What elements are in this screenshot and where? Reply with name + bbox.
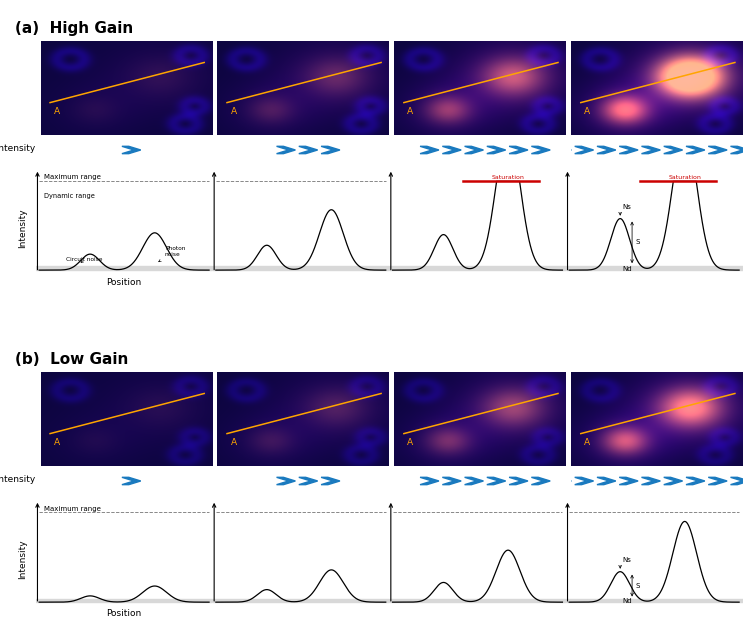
Polygon shape [664,146,682,154]
Text: S: S [635,583,640,589]
Polygon shape [420,477,439,485]
Text: Intensity: Intensity [18,208,27,247]
Text: Dynamic range: Dynamic range [44,193,95,199]
Polygon shape [708,146,727,154]
Polygon shape [321,146,340,154]
Text: Position: Position [106,609,142,618]
Polygon shape [321,477,340,485]
Polygon shape [298,146,318,154]
Text: A: A [53,107,60,117]
Bar [212,266,389,270]
Polygon shape [641,477,660,485]
Text: Saturation: Saturation [668,174,701,179]
Text: Maximum range: Maximum range [44,174,101,181]
Polygon shape [686,146,705,154]
Polygon shape [442,477,461,485]
Text: Maximum range: Maximum range [44,506,101,511]
Polygon shape [531,146,550,154]
Bar [36,599,212,602]
Text: A: A [230,107,236,117]
Polygon shape [420,146,439,154]
Bar [566,599,742,602]
Polygon shape [597,146,616,154]
Polygon shape [597,477,616,485]
Polygon shape [708,477,727,485]
Text: Ns: Ns [622,557,631,563]
Polygon shape [574,146,593,154]
Text: Fluorescence intensity: Fluorescence intensity [0,475,35,484]
Polygon shape [298,477,318,485]
Bar [212,599,389,602]
Polygon shape [531,477,550,485]
Polygon shape [464,146,484,154]
Polygon shape [122,477,141,485]
Text: Photon
noise: Photon noise [159,246,185,262]
Polygon shape [620,146,638,154]
Polygon shape [553,146,572,154]
Text: Nd: Nd [622,266,632,272]
Polygon shape [686,477,705,485]
Text: Nd: Nd [622,598,632,604]
Text: Circuit noise: Circuit noise [66,257,103,262]
Polygon shape [553,477,572,485]
Text: Ns: Ns [622,204,631,210]
Text: Intensity: Intensity [18,539,27,579]
Polygon shape [487,146,506,154]
Text: S: S [635,239,640,245]
Polygon shape [277,146,296,154]
Text: A: A [230,438,236,447]
Bar [566,266,742,270]
Polygon shape [641,146,660,154]
Polygon shape [277,477,296,485]
Polygon shape [509,477,528,485]
Text: A: A [584,107,590,117]
Text: (b)  Low Gain: (b) Low Gain [15,352,128,367]
Polygon shape [620,477,638,485]
Polygon shape [574,477,593,485]
Polygon shape [509,146,528,154]
Polygon shape [464,477,484,485]
Polygon shape [664,477,682,485]
Bar [389,266,566,270]
Text: A: A [584,438,590,447]
Polygon shape [442,146,461,154]
Polygon shape [487,477,506,485]
Text: A: A [407,107,413,117]
Text: A: A [53,438,60,447]
Text: A: A [407,438,413,447]
Text: (a)  High Gain: (a) High Gain [15,21,133,36]
Bar [36,266,212,270]
Text: Position: Position [106,278,142,287]
Polygon shape [730,146,749,154]
Text: Saturation: Saturation [491,174,524,179]
Bar [389,599,566,602]
Polygon shape [122,146,141,154]
Polygon shape [730,477,749,485]
Text: Fluorescence intensity: Fluorescence intensity [0,145,35,153]
